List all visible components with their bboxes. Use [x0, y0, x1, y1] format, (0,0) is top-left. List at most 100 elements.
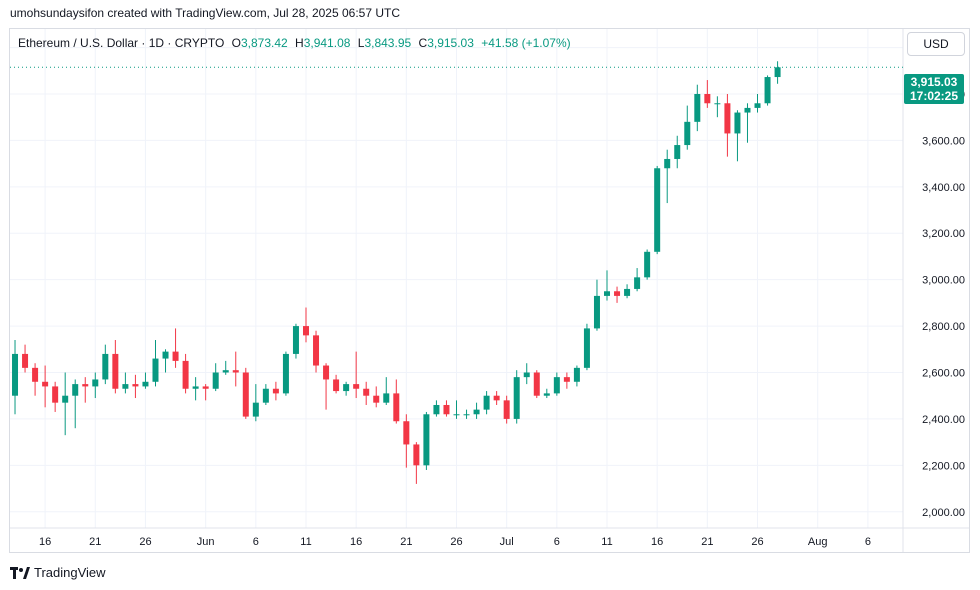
candle-body [513, 377, 520, 419]
candle-body [383, 393, 390, 403]
low-value: 3,843.95 [364, 36, 412, 50]
candle-body [553, 377, 560, 394]
candle-body [684, 121, 691, 146]
candle-body [262, 388, 269, 403]
x-tick-label: 16 [651, 536, 663, 548]
candle-body [353, 384, 360, 389]
ohlc-legend: Ethereum / U.S. Dollar · 1D · CRYPTO O 3,… [18, 36, 571, 50]
candle-body [533, 372, 540, 396]
candle-body [22, 353, 29, 368]
candle-body [172, 351, 179, 361]
candle-body [343, 384, 350, 392]
y-axis: 2,000.00 2,200.00 2,400.00 2,600.00 2,800.00… [922, 43, 965, 519]
y-tick-label: 3,400.00 [922, 182, 965, 194]
candle-body [313, 335, 320, 366]
candle-body [563, 377, 570, 382]
current-price: 3,915.03 [910, 75, 958, 89]
candle-body [714, 103, 721, 105]
x-tick-label: 11 [300, 536, 311, 548]
candle-body [302, 326, 309, 336]
candle-body [32, 367, 39, 382]
candle-body [282, 353, 289, 394]
tradingview-logo-icon [10, 566, 30, 579]
candle-body [493, 395, 500, 401]
x-axis: 16 21 26 Jun 6 11 16 21 26 Jul 6 11 16 21 26 Aug 6 [39, 536, 871, 548]
candle-body [152, 358, 159, 382]
candle-body [774, 67, 781, 78]
x-tick-label: 16 [39, 536, 51, 548]
x-tick-label: Aug [808, 536, 828, 548]
candle-body [734, 112, 741, 134]
candle-body [704, 93, 711, 104]
candle-body [112, 353, 119, 389]
x-tick-label: 21 [701, 536, 713, 548]
candle-body [634, 277, 641, 289]
symbol-name[interactable]: Ethereum / U.S. Dollar · 1D · CRYPTO [18, 36, 225, 50]
tradingview-footer[interactable]: TradingView [10, 565, 106, 580]
x-tick-label: 26 [450, 536, 462, 548]
candle-body [724, 103, 731, 134]
bar-countdown: 17:02:25 [909, 89, 959, 103]
x-tick-label: 26 [751, 536, 763, 548]
candle-body [473, 409, 480, 415]
x-tick-label: 21 [89, 536, 101, 548]
candle-body [272, 388, 279, 394]
candle-body [52, 386, 59, 403]
candle-body [624, 288, 631, 296]
candle-body [162, 351, 169, 359]
candle-body [132, 384, 139, 387]
candle-body [543, 393, 550, 396]
candle-body [764, 77, 771, 104]
open-label: O [231, 36, 241, 50]
candle-body [12, 353, 19, 396]
currency-button[interactable]: USD [907, 32, 965, 56]
grid-lines [10, 29, 969, 552]
x-tick-label: 6 [554, 536, 560, 548]
y-tick-label: 3,200.00 [922, 228, 965, 240]
candle-body [644, 251, 651, 278]
candle-body [593, 295, 600, 329]
x-tick-label: 6 [865, 536, 871, 548]
candle-body [573, 367, 580, 382]
close-label: C [418, 36, 428, 50]
x-tick-label: 16 [350, 536, 362, 548]
candle-body [42, 381, 49, 387]
x-tick-label: 26 [139, 536, 151, 548]
y-tick-label: 2,400.00 [922, 414, 965, 426]
candle-body [453, 414, 460, 416]
candle-body [82, 384, 89, 387]
candle-body [413, 444, 420, 466]
y-tick-label: 3,600.00 [922, 135, 965, 147]
candle-body [523, 372, 530, 378]
candle-body [664, 158, 671, 169]
candle-body [604, 291, 611, 296]
y-tick-label: 2,800.00 [922, 321, 965, 333]
candle-body [92, 379, 99, 387]
candle-body [443, 404, 450, 415]
candle-body [614, 291, 621, 296]
candle-body [433, 404, 440, 415]
close-value: 3,915.03 [427, 36, 474, 50]
candle-body [483, 395, 490, 410]
y-tick-label: 2,000.00 [922, 507, 965, 519]
candle-body [744, 107, 751, 113]
candle-body [403, 421, 410, 445]
high-value: 3,941.08 [303, 36, 351, 50]
y-tick-label: 3,000.00 [922, 275, 965, 287]
x-tick-label: Jun [197, 536, 215, 548]
tradingview-brand: TradingView [34, 565, 106, 580]
candle-body [142, 381, 149, 387]
candle-body [323, 365, 330, 380]
candle-body [503, 400, 510, 419]
candle-body [674, 145, 681, 159]
candle-body [72, 384, 79, 396]
candle-body [232, 370, 239, 373]
candles [12, 61, 781, 484]
high-label: H [295, 36, 304, 50]
change-value: +41.58 (+1.07%) [481, 36, 571, 50]
candle-body [222, 370, 229, 373]
candle-body [694, 93, 701, 122]
candle-body [192, 386, 199, 389]
y-tick-label: 2,200.00 [922, 460, 965, 472]
